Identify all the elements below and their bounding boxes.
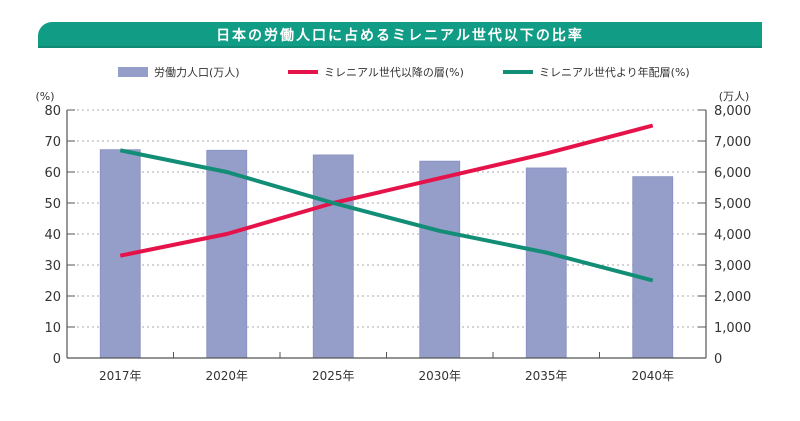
right-tick-label: 1,000 xyxy=(714,321,751,336)
x-tick-label: 2020年 xyxy=(205,369,248,383)
bar xyxy=(312,154,354,359)
left-tick-label: 10 xyxy=(44,321,61,336)
right-tick-label: 2,000 xyxy=(714,290,751,305)
left-tick-label: 60 xyxy=(44,166,61,181)
x-tick-label: 2017年 xyxy=(99,369,142,383)
bar xyxy=(206,149,248,359)
legend-swatch-line-red xyxy=(288,70,318,74)
left-tick-label: 40 xyxy=(44,228,61,243)
left-tick-label: 30 xyxy=(44,259,61,274)
right-tick-label: 5,000 xyxy=(714,197,751,212)
labels: 0 0 10 1,000 20 2,000 30 3,000 40 4,000 50 5,000 60 6… xyxy=(35,90,751,383)
bars xyxy=(99,149,674,359)
legend-item-older: ミレニアル世代より年配層(%) xyxy=(503,64,690,80)
legend-label: ミレニアル世代より年配層(%) xyxy=(539,66,690,79)
right-tick-label: 3,000 xyxy=(714,259,751,274)
x-tick-label: 2040年 xyxy=(631,369,674,383)
axes xyxy=(66,109,707,359)
legend-label: 労働力人口(万人) xyxy=(154,66,240,79)
series-line xyxy=(119,148,654,283)
legend-label: ミレニアル世代以降の層(%) xyxy=(324,66,464,79)
bar xyxy=(525,167,567,359)
right-tick-label: 6,000 xyxy=(714,166,751,181)
lines xyxy=(119,123,654,283)
bar xyxy=(632,176,674,359)
right-tick-label: 7,000 xyxy=(714,135,751,150)
title-banner: 日本の労働人口に占めるミレニアル世代以下の比率 xyxy=(38,22,762,48)
x-tick-label: 2025年 xyxy=(312,369,355,383)
legend-swatch-bar xyxy=(118,67,148,77)
left-tick-label: 80 xyxy=(44,104,61,119)
legend-item-labor-force: 労働力人口(万人) xyxy=(118,64,240,80)
legend-item-millennial: ミレニアル世代以降の層(%) xyxy=(288,64,464,80)
right-tick-label: 0 xyxy=(714,352,722,367)
chart-title: 日本の労働人口に占めるミレニアル世代以下の比率 xyxy=(216,28,584,44)
left-tick-label: 50 xyxy=(44,197,61,212)
gridlines xyxy=(67,109,706,328)
x-tick-label: 2035年 xyxy=(525,369,568,383)
right-tick-label: 4,000 xyxy=(714,228,751,243)
left-tick-label: 70 xyxy=(44,135,61,150)
x-tick-label: 2030年 xyxy=(418,369,461,383)
right-axis-unit: (万人) xyxy=(719,90,750,103)
bar xyxy=(419,160,461,359)
right-tick-label: 8,000 xyxy=(714,104,751,119)
series-line xyxy=(119,123,654,258)
legend-swatch-line-green xyxy=(503,70,533,74)
left-tick-label: 0 xyxy=(53,352,61,367)
left-tick-label: 20 xyxy=(44,290,61,305)
left-axis-unit: (%) xyxy=(35,90,54,103)
